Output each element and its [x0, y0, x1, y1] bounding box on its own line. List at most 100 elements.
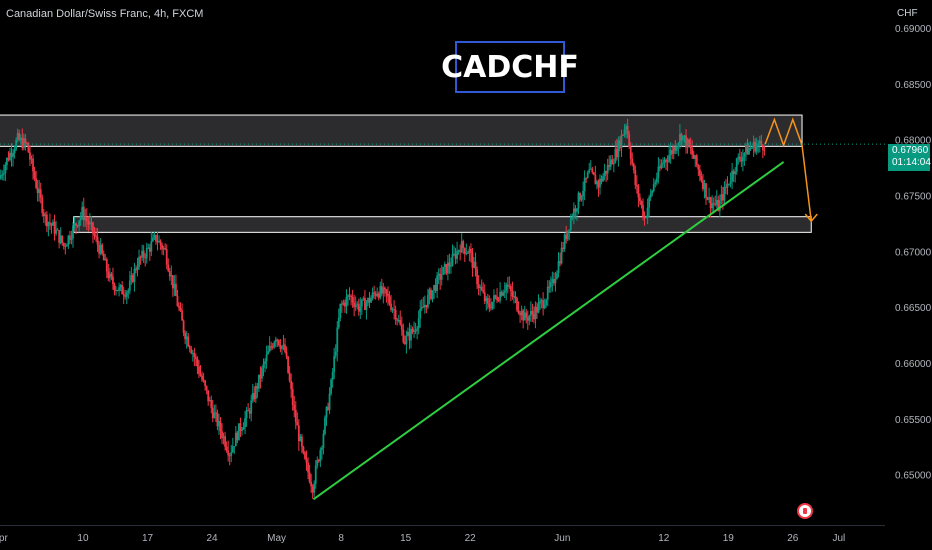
candle-body [333, 355, 336, 373]
candle-body [599, 178, 601, 188]
candle-body [741, 156, 744, 162]
candle-body [625, 125, 628, 130]
candle-body [110, 273, 113, 277]
candle-body [400, 324, 403, 330]
candle-body [348, 295, 351, 297]
candle-body [537, 303, 540, 313]
candle-body [522, 310, 525, 321]
candle-body [659, 166, 661, 169]
candle-body [257, 374, 260, 389]
time-tick-label: 10 [77, 533, 89, 544]
candle-body [666, 161, 669, 163]
candle-body [119, 285, 122, 288]
candle-body [568, 229, 571, 231]
candle-body [709, 197, 712, 209]
candle-body [145, 248, 148, 259]
candle-body [393, 309, 396, 311]
candle-body [680, 134, 683, 141]
candle-body [367, 298, 369, 303]
candle-body [225, 446, 228, 451]
time-axis[interactable]: Apr 10 17 24 May 8 15 22 Jun 12 19 26 Jul [0, 533, 845, 544]
candle-body [414, 330, 417, 332]
candle-body [353, 302, 356, 307]
candle-body [572, 208, 575, 218]
candle-body [735, 158, 738, 172]
candle-body [470, 248, 472, 253]
candle-body [350, 295, 352, 297]
candle-body [718, 200, 721, 211]
candle-body [175, 283, 177, 297]
candle-body [222, 436, 225, 439]
candle-body [4, 165, 7, 174]
candle-body [188, 346, 191, 350]
candle-body [688, 139, 691, 147]
candle-body [279, 345, 282, 349]
candle-body [612, 162, 615, 165]
candle-body [463, 248, 466, 254]
candle-body [85, 217, 88, 222]
candle-body [142, 250, 145, 258]
candle-body [6, 157, 8, 166]
candle-body [629, 147, 632, 159]
candle-body [586, 172, 589, 178]
candle-body [685, 135, 687, 148]
candle-body [446, 262, 449, 274]
candle-body [508, 286, 511, 288]
candle-body [740, 159, 743, 162]
candle-body [264, 361, 266, 365]
candle-body [239, 423, 242, 431]
price-axis[interactable]: 0.69000 0.68500 0.68000 0.67500 0.67000 0.665… [895, 24, 932, 482]
candle-body [496, 296, 498, 301]
candle-body [459, 250, 462, 253]
economic-event-icon[interactable] [797, 503, 813, 519]
candle-body [49, 222, 51, 224]
candle-body [700, 176, 703, 181]
candle-body [141, 250, 144, 258]
candle-body [697, 165, 700, 170]
candle-body [33, 171, 36, 179]
candle-body [125, 292, 128, 297]
candle-body [65, 245, 68, 247]
candle-body [161, 245, 163, 250]
candle-body [357, 303, 360, 312]
candle-body [81, 206, 84, 216]
candle-body [324, 417, 326, 434]
candle-body [293, 405, 296, 410]
candle-body [360, 299, 363, 307]
candle-body [428, 289, 431, 296]
candle-body [665, 159, 667, 162]
candle-body [294, 409, 297, 423]
candle-body [181, 310, 183, 321]
candle-body [25, 142, 28, 144]
candle-body [454, 253, 457, 259]
candle-body [69, 235, 71, 240]
ascending-trendline [312, 161, 785, 501]
candle-body [19, 137, 22, 140]
candle-body [337, 317, 340, 328]
candle-body [216, 412, 219, 427]
candle-body [32, 158, 34, 172]
candle-body [290, 380, 293, 389]
candle-body [403, 342, 406, 344]
last-price-tag: 0.67960 01:14:04 [888, 144, 931, 171]
price-tick-label: 0.67500 [895, 191, 932, 202]
candle-body [732, 170, 735, 175]
time-tick-label: 8 [338, 533, 344, 544]
candle-body [374, 293, 377, 296]
candle-body [35, 178, 38, 188]
candle-body [377, 293, 380, 298]
candle-body [592, 172, 595, 175]
candle-body [516, 298, 518, 311]
candle-body [245, 410, 248, 419]
candle-body [502, 292, 505, 296]
candle-body [623, 129, 626, 135]
candle-body [523, 312, 526, 321]
candle-body [466, 252, 469, 254]
candle-body [132, 275, 134, 283]
candle-body [494, 295, 497, 297]
candle-body [420, 306, 423, 309]
candle-body [304, 452, 306, 459]
candle-body [90, 222, 93, 224]
candle-body [520, 310, 523, 316]
